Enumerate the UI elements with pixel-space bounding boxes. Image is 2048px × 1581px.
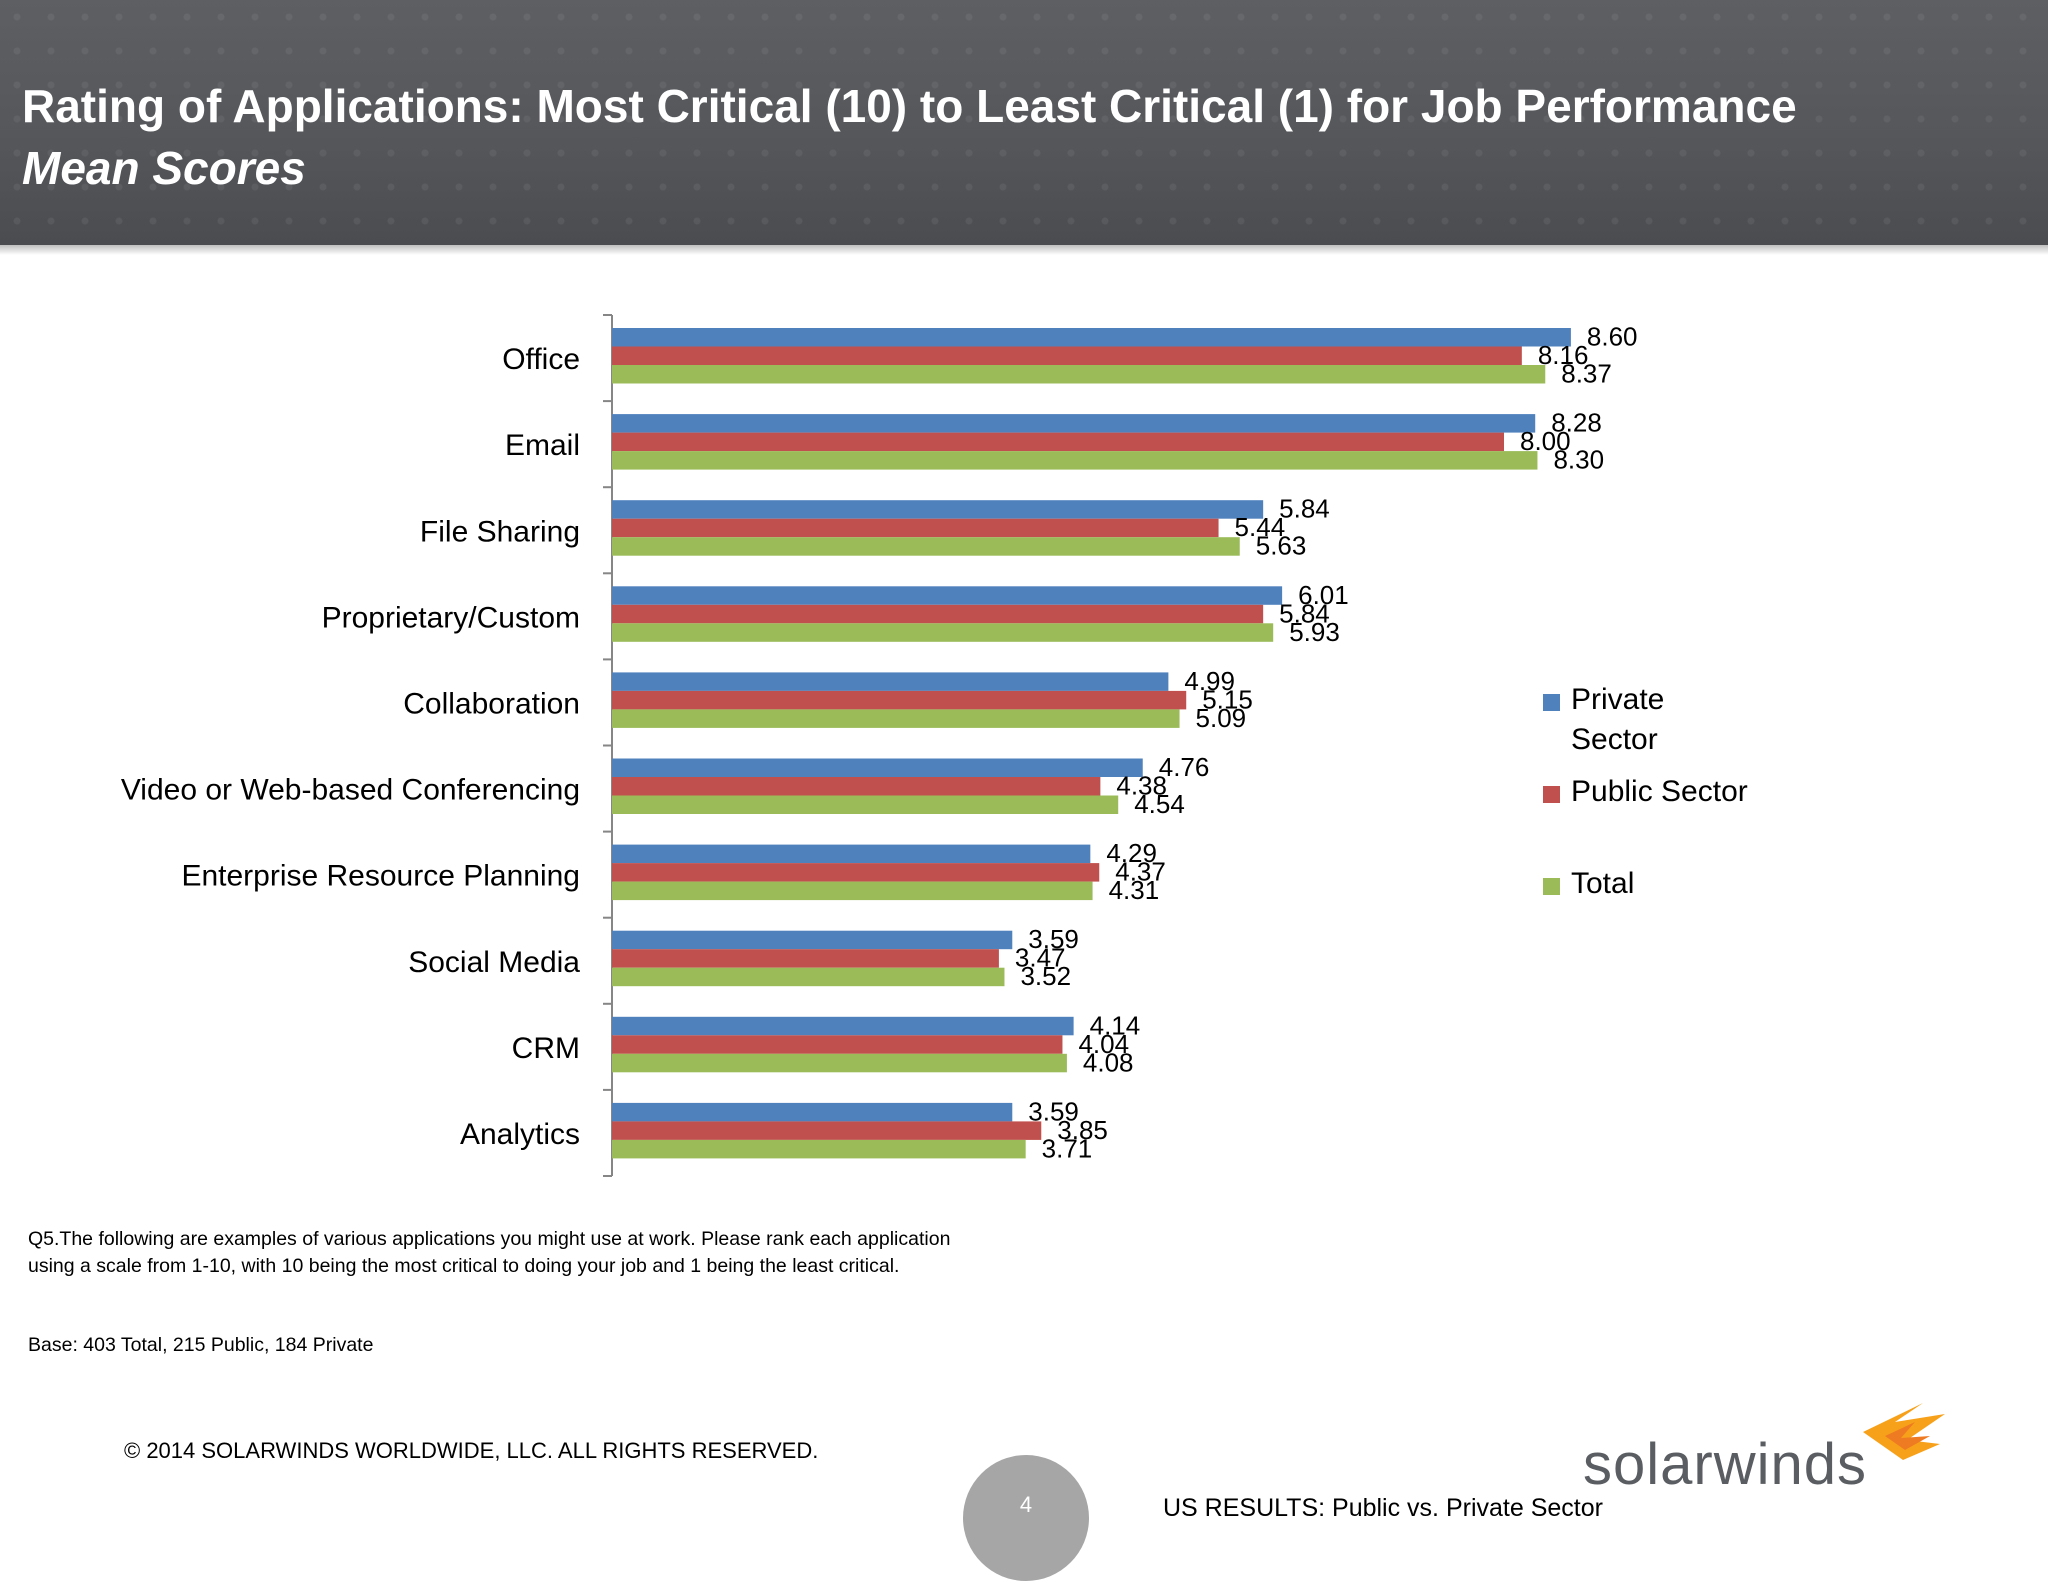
bar-private-sector [612, 672, 1169, 691]
bar-public-sector [612, 432, 1504, 452]
bar-total [612, 623, 1274, 642]
bar-public-sector [612, 777, 1101, 796]
data-label: 8.28 [1551, 408, 1602, 438]
bar-public-sector [612, 690, 1187, 710]
data-label: 5.44 [1235, 512, 1286, 542]
bar-total [612, 451, 1538, 470]
bar-total [612, 1139, 1026, 1159]
category-label: Enterprise Resource Planning [181, 860, 580, 893]
slide-title: Rating of Applications: Most Critical (1… [22, 80, 1797, 132]
page-number: 4 [1019, 1492, 1033, 1517]
data-label: 8.30 [1553, 445, 1604, 475]
data-label: 5.84 [1279, 598, 1330, 628]
category-label: Email [505, 429, 580, 462]
category-label: Office [502, 343, 580, 376]
legend-label-private-line2: Sector [1571, 723, 1658, 756]
bar-private-sector [612, 500, 1264, 519]
data-label: 4.04 [1078, 1029, 1129, 1059]
data-label: 8.37 [1561, 359, 1612, 389]
data-label: 3.52 [1020, 961, 1071, 991]
data-label: 4.54 [1134, 789, 1185, 819]
category-label: File Sharing [420, 515, 580, 548]
bar-public-sector [612, 1121, 1042, 1140]
category-label: Video or Web-based Conferencing [121, 774, 580, 807]
bar-private-sector [612, 586, 1283, 605]
data-label: 4.37 [1115, 857, 1166, 887]
legend-label-private: Private Sector [1571, 680, 1801, 760]
data-label: 3.85 [1057, 1115, 1108, 1145]
logo-flame-inner [1885, 1422, 1930, 1450]
bar-public-sector [612, 346, 1522, 365]
bar-public-sector [612, 518, 1219, 538]
bar-public-sector [612, 1035, 1063, 1054]
bar-public-sector [612, 604, 1264, 624]
data-label: 5.09 [1196, 703, 1247, 733]
data-label: 8.16 [1538, 340, 1589, 370]
header-shadow [0, 245, 2048, 255]
data-label: 4.76 [1159, 752, 1210, 782]
bar-total [612, 365, 1546, 384]
data-label: 4.08 [1083, 1047, 1134, 1077]
category-label: Collaboration [403, 687, 580, 720]
bar-private-sector [612, 930, 1013, 950]
bar-total [612, 537, 1240, 556]
data-label: 4.38 [1116, 771, 1167, 801]
data-label: 5.15 [1202, 684, 1253, 714]
data-label: 4.29 [1106, 838, 1157, 868]
bar-private-sector [612, 414, 1536, 433]
solarwinds-flame-icon [1863, 1403, 1945, 1460]
base-footnote: Base: 403 Total, 215 Public, 184 Private [28, 1334, 374, 1356]
data-label: 4.31 [1109, 875, 1160, 905]
legend-label-total: Total [1571, 867, 1635, 900]
section-label: US RESULTS: Public vs. Private Sector [1163, 1494, 1603, 1522]
header-banner: Rating of Applications: Most Critical (1… [0, 0, 2048, 245]
bar-private-sector [612, 328, 1571, 347]
data-label: 5.93 [1289, 617, 1340, 647]
bar-public-sector [612, 949, 999, 968]
bar-total [612, 881, 1093, 901]
data-label: 4.99 [1184, 666, 1235, 696]
data-label: 5.84 [1279, 494, 1330, 524]
bar-private-sector [612, 844, 1091, 864]
legend-swatch-public [1543, 786, 1560, 803]
bar-private-sector [612, 1016, 1074, 1036]
copyright-text: © 2014 SOLARWINDS WORLDWIDE, LLC. ALL RI… [124, 1438, 819, 1463]
question-footnote: Q5.The following are examples of various… [28, 1228, 951, 1277]
category-label: Proprietary/Custom [322, 601, 580, 634]
data-label: 8.60 [1587, 322, 1638, 352]
category-label: CRM [512, 1032, 580, 1065]
solarwinds-logo-text: solarwinds [1583, 1432, 1867, 1497]
slide-subtitle: Mean Scores [22, 142, 306, 194]
data-label: 3.59 [1028, 924, 1079, 954]
bar-total [612, 795, 1119, 814]
data-label: 6.01 [1298, 580, 1349, 610]
bar-total [612, 709, 1180, 728]
bar-chart: Office8.608.168.37Email8.288.008.30File … [121, 314, 1638, 1177]
legend-label-public: Public Sector [1571, 775, 1748, 808]
bar-public-sector [612, 863, 1100, 882]
bar-total [612, 1053, 1067, 1073]
data-label: 4.14 [1090, 1010, 1141, 1040]
bar-private-sector [612, 758, 1143, 777]
data-label: 3.47 [1015, 943, 1066, 973]
bar-total [612, 967, 1005, 987]
category-label: Social Media [408, 946, 580, 979]
legend-swatch-private [1543, 694, 1560, 711]
data-label: 5.63 [1256, 531, 1307, 561]
legend-swatch-total [1543, 878, 1560, 895]
bar-private-sector [612, 1102, 1013, 1122]
category-label: Analytics [460, 1118, 580, 1151]
data-label: 3.71 [1042, 1133, 1093, 1163]
legend-label-private-line1: Private [1571, 683, 1665, 716]
